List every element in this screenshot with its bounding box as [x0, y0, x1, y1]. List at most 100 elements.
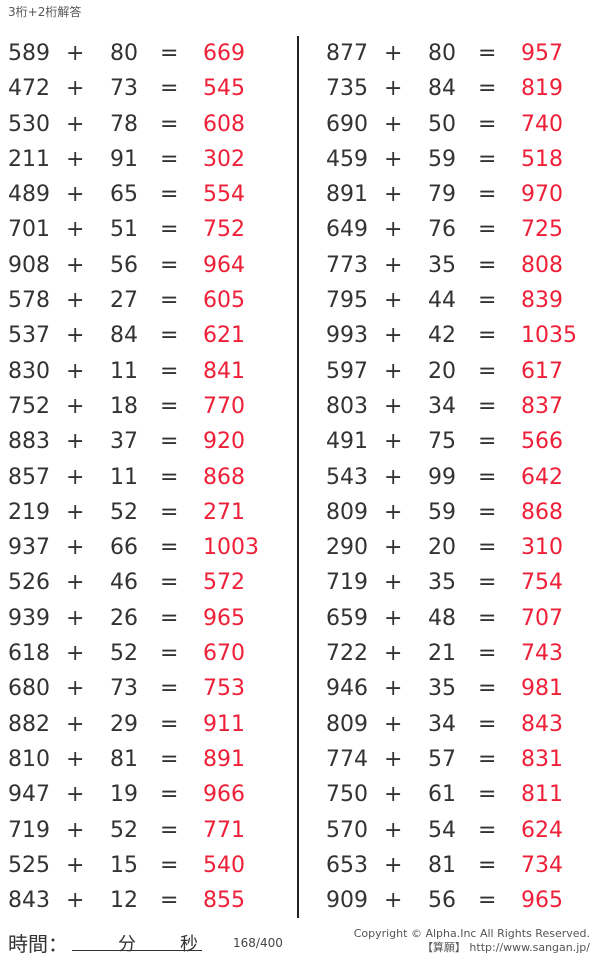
- addend-a: 857: [8, 464, 50, 490]
- equals-sign: =: [160, 288, 179, 314]
- addend-a: 909: [326, 888, 368, 914]
- equals-sign: =: [478, 252, 497, 278]
- addend-b: 52: [110, 817, 138, 843]
- addend-b: 51: [110, 217, 138, 243]
- equals-sign: =: [160, 182, 179, 208]
- plus-sign: +: [66, 817, 85, 843]
- addend-b: 20: [428, 358, 456, 384]
- plus-sign: +: [66, 41, 85, 66]
- plus-sign: +: [66, 252, 85, 278]
- addend-a: 939: [8, 605, 50, 631]
- equals-sign: =: [478, 817, 497, 843]
- addend-a: 843: [8, 888, 50, 914]
- addend-a: 578: [8, 288, 50, 314]
- addend-a: 530: [8, 111, 50, 137]
- addend-a: 773: [326, 252, 368, 278]
- addend-a: 459: [326, 146, 368, 172]
- equals-sign: =: [478, 217, 497, 243]
- addend-b: 80: [110, 41, 138, 66]
- answer: 843: [521, 711, 563, 737]
- equals-sign: =: [478, 393, 497, 419]
- answer: 965: [203, 605, 245, 631]
- time-label: 時間：: [8, 932, 68, 956]
- plus-sign: +: [66, 641, 85, 667]
- addend-b: 35: [428, 570, 456, 596]
- plus-sign: +: [66, 288, 85, 314]
- plus-sign: +: [384, 499, 403, 525]
- equals-sign: =: [160, 499, 179, 525]
- equals-sign: =: [160, 146, 179, 172]
- answer: 605: [203, 288, 245, 314]
- answer: 964: [203, 252, 245, 278]
- answer: 725: [521, 217, 563, 243]
- plus-sign: +: [384, 358, 403, 384]
- addend-b: 57: [428, 746, 456, 772]
- copyright-block: Copyright © Alpha.Inc All Rights Reserve…: [354, 927, 590, 955]
- addend-b: 79: [428, 182, 456, 208]
- addend-b: 19: [110, 782, 138, 808]
- plus-sign: +: [384, 429, 403, 455]
- addend-b: 65: [110, 182, 138, 208]
- addend-b: 91: [110, 146, 138, 172]
- addend-a: 809: [326, 711, 368, 737]
- answer: 310: [521, 535, 563, 561]
- plus-sign: +: [66, 676, 85, 702]
- copyright-text: Copyright © Alpha.Inc All Rights Reserve…: [353, 927, 590, 940]
- addend-a: 649: [326, 217, 368, 243]
- addend-a: 690: [326, 111, 368, 137]
- plus-sign: +: [384, 252, 403, 278]
- addend-b: 34: [428, 393, 456, 419]
- addend-a: 472: [8, 76, 50, 102]
- addend-b: 20: [428, 535, 456, 561]
- plus-sign: +: [384, 852, 403, 878]
- answer: 540: [203, 852, 245, 878]
- answer: 754: [521, 570, 563, 596]
- answer: 624: [521, 817, 563, 843]
- answer: 868: [521, 499, 563, 525]
- addend-b: 15: [110, 852, 138, 878]
- equals-sign: =: [478, 464, 497, 490]
- plus-sign: +: [66, 499, 85, 525]
- site-link[interactable]: 【算願】 http://www.sangan.jp/: [421, 941, 590, 954]
- answer: 302: [203, 146, 245, 172]
- addend-b: 81: [110, 746, 138, 772]
- plus-sign: +: [66, 111, 85, 137]
- plus-sign: +: [384, 146, 403, 172]
- answer: 966: [203, 782, 245, 808]
- worksheet-title: 3桁+2桁解答: [8, 5, 82, 19]
- plus-sign: +: [384, 605, 403, 631]
- equals-sign: =: [478, 641, 497, 667]
- addend-a: 290: [326, 535, 368, 561]
- equals-sign: =: [160, 535, 179, 561]
- equals-sign: =: [478, 146, 497, 172]
- equals-sign: =: [160, 393, 179, 419]
- seconds-label: 秒: [180, 934, 198, 955]
- answer: 271: [203, 499, 245, 525]
- equals-sign: =: [160, 41, 179, 66]
- answer: 771: [203, 817, 245, 843]
- addend-b: 11: [110, 464, 138, 490]
- answer: 911: [203, 711, 245, 737]
- answer: 572: [203, 570, 245, 596]
- addend-a: 537: [8, 323, 50, 349]
- plus-sign: +: [384, 888, 403, 914]
- answer: 811: [521, 782, 563, 808]
- answer: 642: [521, 464, 563, 490]
- addend-b: 12: [110, 888, 138, 914]
- equals-sign: =: [160, 605, 179, 631]
- answer: 808: [521, 252, 563, 278]
- answer: 734: [521, 852, 563, 878]
- equals-sign: =: [478, 605, 497, 631]
- plus-sign: +: [384, 746, 403, 772]
- plus-sign: +: [66, 429, 85, 455]
- addend-a: 750: [326, 782, 368, 808]
- plus-sign: +: [66, 782, 85, 808]
- answer: 1035: [521, 323, 577, 349]
- addend-a: 219: [8, 499, 50, 525]
- addend-a: 526: [8, 570, 50, 596]
- plus-sign: +: [384, 288, 403, 314]
- addend-a: 719: [8, 817, 50, 843]
- plus-sign: +: [384, 676, 403, 702]
- addend-a: 722: [326, 641, 368, 667]
- equals-sign: =: [478, 429, 497, 455]
